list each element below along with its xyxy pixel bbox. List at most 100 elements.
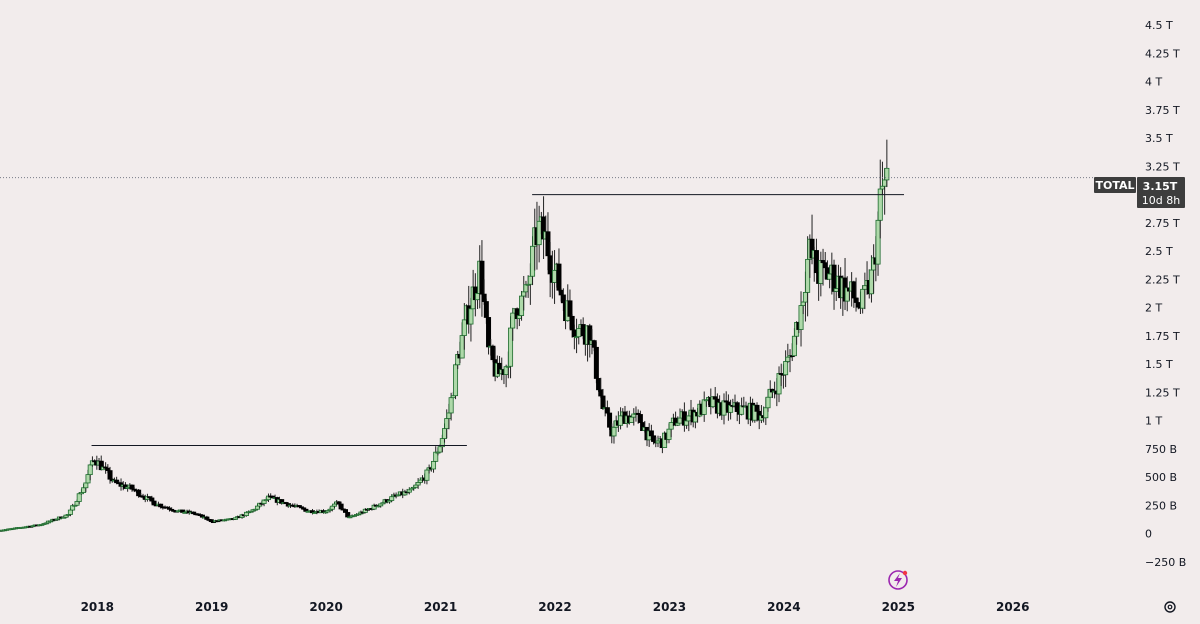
y-tick-label: 4.25 T — [1145, 47, 1180, 60]
candle-body — [448, 397, 454, 414]
candle-body — [521, 291, 527, 297]
candle-body — [879, 185, 885, 190]
candle-body — [598, 389, 604, 397]
lightning-icon[interactable] — [888, 570, 908, 590]
candle-body — [684, 420, 690, 426]
symbol-badge-label: TOTAL — [1095, 179, 1134, 192]
candle-body — [530, 245, 536, 277]
candle-body — [822, 262, 828, 269]
y-tick-label: 3.5 T — [1145, 132, 1173, 145]
candle-body — [813, 250, 819, 274]
candle-body — [882, 179, 888, 187]
y-tick-label: 500 B — [1145, 471, 1177, 484]
candle-body — [83, 482, 89, 489]
candle-body — [508, 327, 514, 367]
x-tick-label: 2020 — [309, 600, 342, 614]
candle-body — [437, 446, 443, 453]
candle-body — [571, 329, 577, 338]
candle-body — [721, 400, 727, 416]
candle-body — [342, 509, 348, 513]
y-tick-label: 0 — [1145, 528, 1152, 541]
symbol-badge: TOTAL — [1094, 177, 1136, 193]
x-tick-label: 2022 — [538, 600, 571, 614]
candle-body — [329, 505, 335, 510]
candle-body — [648, 430, 654, 437]
candle-body — [442, 428, 448, 439]
candle-body — [475, 293, 481, 301]
candle-body — [868, 269, 874, 295]
candle-body — [558, 289, 564, 296]
candle-body — [596, 378, 602, 391]
candle-body — [481, 293, 487, 302]
candle-body — [637, 414, 643, 423]
x-tick-label: 2024 — [767, 600, 800, 614]
y-tick-label: 250 B — [1145, 499, 1177, 512]
candle-body — [483, 301, 489, 318]
x-tick-label: 2019 — [195, 600, 228, 614]
candle-body — [860, 288, 866, 309]
candle-body — [629, 416, 635, 423]
settings-gear-icon[interactable] — [1164, 601, 1176, 613]
candle-body — [523, 284, 529, 293]
candle-body — [651, 435, 657, 442]
candle-body — [862, 285, 868, 290]
y-tick-label: 1.25 T — [1145, 386, 1180, 399]
candle-body — [87, 464, 93, 476]
candle-body — [338, 503, 344, 510]
y-tick-label: 750 B — [1145, 443, 1177, 456]
candle-body — [67, 509, 73, 515]
candle-body — [431, 460, 437, 470]
candle-body — [604, 407, 610, 414]
candle-body — [560, 294, 566, 304]
candle-body — [76, 493, 82, 502]
candle-body — [552, 269, 558, 283]
candle-body — [884, 167, 890, 181]
price-axis[interactable]: 4.5 T 4.25 T 4 T 3.75 T 3.5 T 3.25 T 2.75 T 2.5… — [1145, 19, 1186, 569]
y-tick-label: 4.5 T — [1145, 19, 1173, 32]
candle-body — [686, 415, 692, 422]
lines-layer — [0, 177, 1094, 447]
candle-body — [776, 373, 782, 395]
candle-body — [461, 319, 467, 336]
candle-body — [547, 255, 553, 275]
candle-body — [677, 417, 683, 424]
candle-body — [567, 300, 573, 317]
candle-body — [576, 328, 582, 338]
candle-body — [536, 220, 542, 246]
candle-body — [827, 273, 833, 280]
candles-layer — [0, 139, 890, 532]
candle-body — [129, 484, 135, 490]
candle-body — [459, 335, 465, 359]
y-tick-label: 2 T — [1145, 302, 1162, 315]
candle-body — [791, 335, 797, 357]
candle-body — [618, 415, 624, 426]
candle-body — [580, 324, 586, 337]
candle-body — [527, 275, 533, 285]
candle-body — [853, 297, 859, 303]
candle-body — [855, 302, 861, 308]
price-badge: 3.15T 10d 8h — [1137, 177, 1185, 208]
candle-body — [833, 288, 839, 292]
candle-body — [798, 305, 804, 330]
candle-body — [136, 489, 142, 497]
candle-body — [666, 428, 672, 440]
candle-body — [701, 399, 707, 415]
candle-body — [805, 258, 811, 293]
candle-body — [107, 470, 113, 480]
candle-body — [545, 231, 551, 257]
x-tick-label: 2021 — [424, 600, 457, 614]
candle-body — [783, 361, 789, 376]
candle-body — [818, 260, 824, 284]
candle-body — [734, 402, 740, 412]
candle-body — [503, 366, 509, 375]
candle-body — [74, 501, 80, 506]
candle-body — [510, 312, 516, 329]
x-tick-label: 2018 — [81, 600, 114, 614]
candle-body — [877, 188, 883, 221]
symbol-badge-bg — [1094, 177, 1136, 193]
time-axis[interactable]: 2018 2019 2020 2021 2022 2023 2024 2025 2026 — [81, 600, 1030, 614]
candle-body — [600, 395, 606, 409]
candle-body — [556, 263, 562, 291]
